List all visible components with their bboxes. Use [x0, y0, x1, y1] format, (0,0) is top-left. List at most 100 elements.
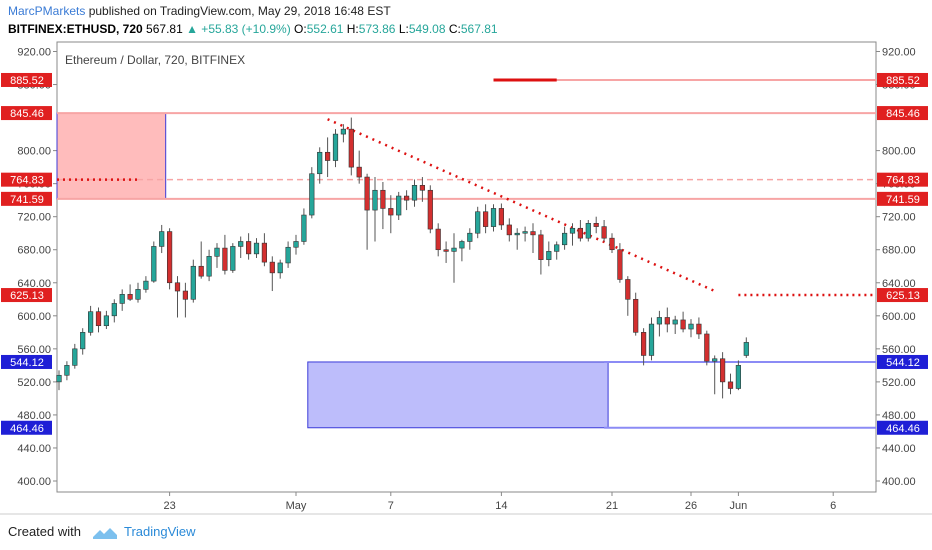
candle-body	[577, 227, 583, 239]
candle-body	[475, 211, 481, 234]
candle	[348, 117, 354, 176]
candle	[253, 238, 260, 258]
candle	[538, 229, 544, 275]
chart-title: Ethereum / Dollar, 720, BITFINEX	[65, 53, 245, 67]
price-tag-left-bg	[1, 106, 52, 121]
price-tag-right-bg	[877, 172, 928, 187]
price-chart[interactable]: 920.00920.00880.00880.00800.00800.00760.…	[0, 0, 932, 515]
price-tag-right: 764.83	[877, 172, 928, 187]
candle-body	[506, 224, 512, 236]
supply-zone	[56, 112, 167, 200]
candle	[214, 243, 220, 268]
candle	[506, 218, 512, 242]
downtrend-line	[327, 118, 716, 293]
candle-body	[72, 348, 78, 366]
y-tick-label-left: 640.00	[17, 278, 51, 290]
candle	[261, 233, 268, 267]
candle-body	[206, 256, 212, 277]
tradingview-brand-link[interactable]: TradingView	[124, 524, 196, 539]
candle	[72, 343, 78, 369]
candle	[569, 223, 576, 246]
price-tag-left: 464.46	[1, 420, 52, 435]
candle-body	[593, 223, 599, 227]
tradingview-logo-icon	[92, 527, 117, 539]
candle-body	[451, 247, 457, 252]
candle-body	[364, 176, 370, 211]
price-tag-left: 845.46	[1, 106, 52, 121]
candle-body	[625, 279, 631, 300]
candle-body	[143, 280, 149, 290]
candle-body	[435, 228, 441, 251]
candle	[704, 330, 710, 366]
price-tag-right-bg	[877, 354, 928, 369]
y-tick-label-right: 600.00	[882, 311, 916, 323]
candle-body	[119, 294, 125, 304]
candle	[364, 173, 370, 250]
candle-body	[688, 323, 694, 330]
candle-body	[546, 251, 552, 260]
candle	[127, 284, 133, 301]
x-tick-label: 21	[606, 500, 618, 512]
candle	[427, 185, 433, 234]
candle	[198, 241, 204, 279]
candle	[222, 234, 228, 275]
y-tick-label-left: 560.00	[17, 344, 51, 356]
candle	[498, 203, 505, 230]
candle-body	[467, 232, 473, 242]
y-tick-label-left: 920.00	[17, 47, 51, 59]
candle-body	[719, 358, 726, 383]
candle-body	[222, 247, 228, 271]
y-tick-label-right: 800.00	[882, 146, 916, 158]
price-tag-right: 544.12	[877, 354, 928, 369]
price-tag-left: 741.59	[1, 191, 52, 206]
candle	[159, 224, 165, 254]
candle	[317, 147, 323, 184]
y-tick-label-left: 480.00	[17, 410, 51, 422]
candle-body	[246, 241, 252, 255]
candle	[238, 236, 244, 258]
candle-body	[356, 166, 362, 178]
price-tag-left-bg	[1, 172, 52, 187]
candle-body	[664, 317, 670, 325]
y-tick-label-left: 800.00	[17, 146, 51, 158]
candle-body	[293, 241, 299, 248]
candle-body	[301, 214, 307, 242]
candle	[656, 310, 662, 337]
price-tag-left-label: 845.46	[10, 108, 44, 120]
candle-body	[269, 261, 275, 274]
y-tick-label-left: 720.00	[17, 212, 51, 224]
publish-info: published on TradingView.com, May 29, 20…	[88, 4, 391, 18]
candle	[324, 137, 331, 178]
candle-body	[388, 208, 394, 216]
candle	[340, 124, 347, 143]
candle-body	[411, 185, 418, 201]
candle	[609, 233, 615, 254]
price-tag-right-bg	[877, 288, 928, 303]
candle	[617, 243, 623, 283]
candle-body	[743, 342, 749, 356]
candle	[80, 328, 86, 355]
author-link[interactable]: MarcPMarkets	[8, 4, 86, 18]
candle	[435, 223, 441, 257]
candle	[419, 177, 426, 202]
candle	[530, 223, 536, 254]
candle-body	[103, 315, 109, 327]
candle	[88, 305, 94, 336]
candle-body	[735, 365, 741, 389]
candle-body	[601, 226, 607, 239]
price-change: ▲ +55.83 (+10.9%)	[186, 22, 291, 36]
candle-body	[530, 231, 536, 236]
candle	[743, 337, 749, 358]
candle	[285, 241, 291, 268]
price-tag-left: 625.13	[1, 288, 52, 303]
candle-body	[182, 290, 189, 300]
candle	[269, 256, 275, 292]
candle	[593, 216, 599, 234]
price-tag-right-bg	[877, 72, 928, 87]
candle	[246, 233, 252, 260]
candle-body	[167, 231, 173, 284]
y-tick-label-right: 720.00	[882, 212, 916, 224]
candle	[111, 299, 117, 323]
candle-body	[459, 241, 465, 249]
price-tag-right-label: 741.59	[886, 194, 920, 206]
